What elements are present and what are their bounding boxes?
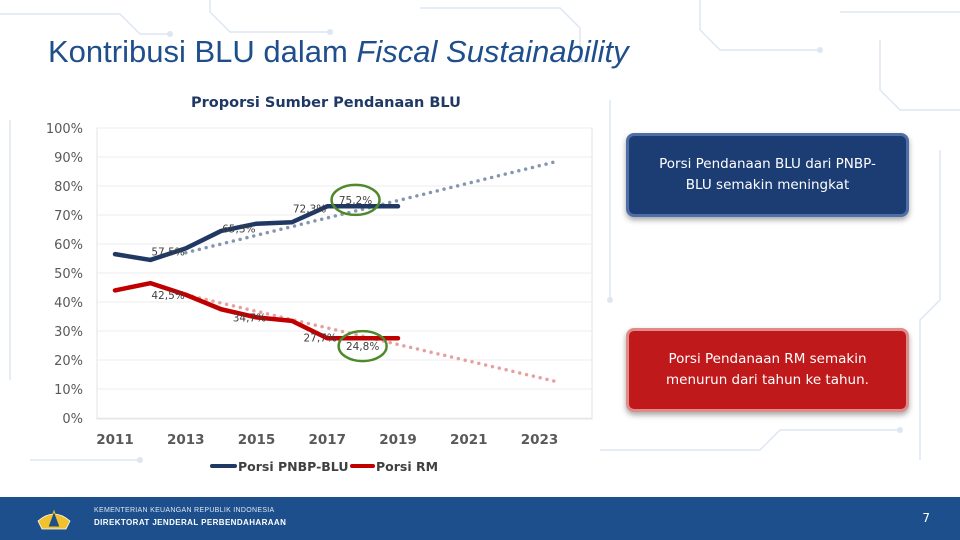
callout-rm-text: Porsi Pendanaan RM semakin menurun dari … (666, 351, 869, 388)
highlight-circle (337, 329, 388, 363)
x-tick-label: 2017 (308, 432, 346, 448)
callout-pnbp-text: Porsi Pendanaan BLU dari PNBP-BLU semaki… (659, 156, 876, 193)
y-tick-label: 80% (54, 180, 83, 195)
x-tick-label: 2015 (238, 432, 276, 448)
legend-label-pnbp: Porsi PNBP-BLU (238, 459, 348, 474)
x-tick-label: 2011 (96, 432, 134, 448)
page-number: 7 (922, 511, 930, 525)
y-tick-label: 30% (54, 325, 83, 340)
footer-bar: KEMENTERIAN KEUANGAN REPUBLIK INDONESIA … (0, 497, 960, 540)
page-title: Kontribusi BLU dalam Fiscal Sustainabili… (48, 34, 629, 69)
y-tick-label: 50% (54, 267, 83, 282)
footer-directorate-name: DIREKTORAT JENDERAL PERBENDAHARAAN (94, 518, 287, 527)
data-label: 57,5% (151, 246, 184, 258)
y-tick-label: 90% (54, 151, 83, 166)
data-label: 27,7% (303, 333, 336, 345)
x-tick-label: 2013 (167, 432, 205, 448)
y-tick-label: 0% (62, 412, 83, 427)
data-label: 42,5% (151, 290, 184, 302)
y-tick-label: 100% (46, 122, 83, 137)
series-line (112, 204, 401, 263)
highlight-circle (330, 183, 381, 217)
x-tick-label: 2023 (521, 432, 559, 448)
data-label: 72,3% (293, 203, 326, 215)
legend-label-rm: Porsi RM (376, 459, 438, 474)
chart-title: Proporsi Sumber Pendanaan BLU (191, 95, 461, 111)
data-label: 65,3% (222, 224, 255, 236)
chart-legend: Porsi PNBP-BLU Porsi RM (210, 459, 438, 474)
callout-pnbp-increasing: Porsi Pendanaan BLU dari PNBP-BLU semaki… (626, 133, 909, 217)
x-tick-label: 2021 (450, 432, 488, 448)
series-line (112, 280, 401, 341)
y-tick-label: 70% (54, 209, 83, 224)
x-tick-label: 2019 (379, 432, 417, 448)
trend-line (184, 159, 559, 255)
callout-rm-decreasing: Porsi Pendanaan RM semakin menurun dari … (626, 328, 909, 412)
y-tick-label: 10% (54, 383, 83, 398)
line-chart: Proporsi Sumber Pendanaan BLU 0% 10% 20% 30… (46, 95, 593, 474)
ministry-logo-icon (37, 509, 71, 530)
data-label: 75,2% (339, 195, 372, 207)
y-tick-label: 60% (54, 238, 83, 253)
footer-ministry-name: KEMENTERIAN KEUANGAN REPUBLIK INDONESIA (94, 507, 275, 514)
data-label: 24,8% (346, 341, 379, 353)
y-tick-label: 20% (54, 354, 83, 369)
y-tick-label: 40% (54, 296, 83, 311)
data-label: 34,7% (233, 312, 266, 324)
